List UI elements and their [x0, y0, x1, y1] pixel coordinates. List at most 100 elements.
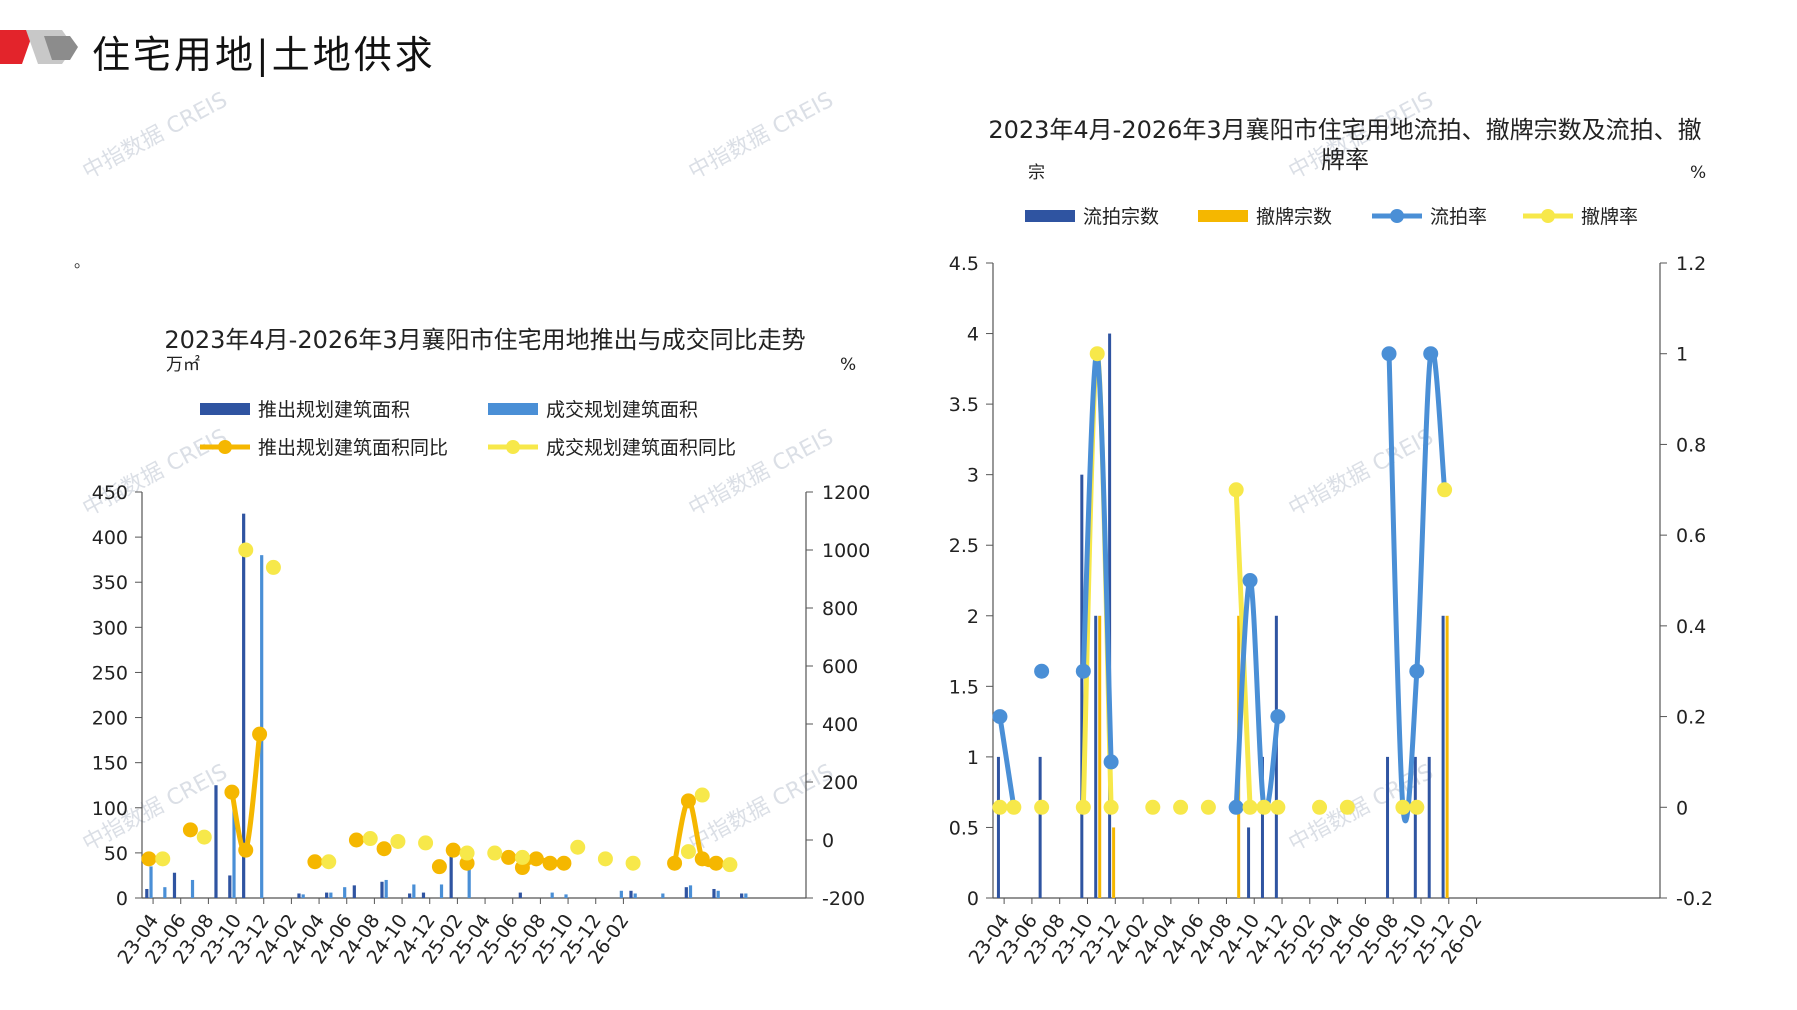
point-launch-yoy — [501, 849, 517, 865]
bar-deal-area — [688, 885, 693, 898]
point-withdrawn-rate — [1145, 799, 1161, 815]
chart-title: 2023年4月-2026年3月襄阳市住宅用地流拍、撤牌宗数及流拍、撤 — [988, 116, 1701, 144]
bar-failed-count — [1386, 756, 1390, 898]
line-launch-yoy — [672, 798, 717, 868]
chart-title: 牌率 — [1321, 146, 1369, 174]
legend-swatch — [1390, 209, 1404, 223]
point-withdrawn-rate — [1339, 799, 1355, 815]
legend-label: 撤牌宗数 — [1256, 206, 1332, 228]
line-failed-rate — [1233, 577, 1281, 814]
bar-failed-count — [1274, 615, 1278, 898]
bar-deal-area — [467, 857, 471, 898]
y2-tick-label: 0 — [822, 830, 834, 852]
bar-deal-area — [343, 887, 347, 898]
y-tick-label: 50 — [104, 843, 128, 865]
bar-deal-area — [260, 555, 264, 898]
point-failed-rate — [1103, 754, 1119, 770]
point-deal-yoy — [570, 839, 586, 855]
y-tick-label: 0 — [116, 888, 128, 910]
bar-deal-area — [744, 893, 748, 898]
point-launch-yoy — [182, 822, 198, 838]
bar-deal-area — [301, 894, 305, 898]
bar-launch-area — [712, 888, 716, 898]
bar-deal-area — [232, 800, 236, 898]
bar-failed-count — [1080, 474, 1084, 898]
legend-label: 推出规划建筑面积 — [258, 399, 410, 421]
bar-failed-count — [1260, 756, 1264, 898]
chart-title: 2023年4月-2026年3月襄阳市住宅用地推出与成交同比走势 — [164, 326, 805, 354]
point-withdrawn-rate — [1173, 799, 1189, 815]
legend-swatch — [200, 403, 250, 415]
bar-failed-count — [1413, 756, 1417, 898]
bar-withdrawn-count — [1098, 615, 1102, 898]
bar-launch-area — [228, 875, 232, 898]
point-failed-rate — [1075, 663, 1091, 679]
y-tick-label: 100 — [92, 798, 128, 820]
point-launch-yoy — [307, 854, 323, 870]
y-tick-label: 4.5 — [949, 253, 979, 275]
point-withdrawn-rate — [1242, 799, 1258, 815]
y-tick-label: 2.5 — [949, 535, 979, 557]
point-withdrawn-rate — [992, 799, 1008, 815]
point-deal-yoy — [694, 787, 710, 803]
point-withdrawn-rate — [1437, 482, 1453, 498]
point-deal-yoy — [362, 831, 378, 847]
y2-tick-label: 1200 — [822, 482, 870, 504]
y-tick-label: 150 — [92, 753, 128, 775]
bar-launch-area — [380, 881, 384, 898]
y-tick-label: 1.5 — [949, 676, 979, 698]
point-deal-yoy — [155, 851, 171, 867]
y-axis-unit-left: 宗 — [1028, 163, 1045, 183]
y-tick-label: 1 — [967, 747, 979, 769]
y2-tick-label: 0.2 — [1676, 707, 1706, 729]
point-deal-yoy — [487, 845, 503, 861]
bar-launch-area — [421, 892, 426, 898]
y2-tick-label: -0.2 — [1676, 888, 1713, 910]
point-withdrawn-rate — [1103, 799, 1119, 815]
line-failed-rate — [1386, 347, 1448, 824]
bar-deal-area — [619, 890, 623, 898]
point-failed-rate — [1409, 663, 1425, 679]
header — [0, 22, 700, 78]
y-tick-label: 4 — [967, 324, 979, 346]
point-failed-rate — [1381, 346, 1397, 362]
y2-tick-label: 800 — [822, 598, 858, 620]
legend-label: 推出规划建筑面积同比 — [258, 437, 448, 459]
point-launch-yoy — [376, 841, 392, 857]
point-withdrawn-rate — [1075, 799, 1091, 815]
point-launch-yoy — [445, 842, 461, 858]
bar-failed-count — [1247, 827, 1251, 898]
bar-deal-area — [439, 884, 444, 898]
point-deal-yoy — [459, 845, 475, 861]
point-launch-yoy — [708, 855, 724, 871]
y-tick-label: 2 — [967, 606, 979, 628]
point-withdrawn-rate — [1256, 799, 1272, 815]
point-deal-yoy — [625, 855, 641, 871]
point-withdrawn-rate — [1006, 799, 1022, 815]
y2-tick-label: -200 — [822, 888, 865, 910]
bar-launch-area — [449, 848, 453, 898]
point-deal-yoy — [722, 857, 738, 873]
point-deal-yoy — [680, 844, 696, 860]
legend-swatch — [506, 440, 520, 454]
bar-deal-area — [329, 892, 333, 898]
bar-failed-count — [1427, 756, 1431, 898]
point-failed-rate — [1242, 573, 1258, 588]
y2-tick-label: 0 — [1676, 797, 1688, 819]
bar-launch-area — [297, 893, 301, 898]
point-launch-yoy — [238, 842, 254, 858]
point-deal-yoy — [597, 851, 613, 867]
bar-deal-area — [564, 894, 568, 898]
point-launch-yoy — [528, 851, 544, 867]
point-launch-yoy — [556, 855, 572, 871]
point-failed-rate — [1270, 709, 1286, 725]
y-tick-label: 3.5 — [949, 394, 979, 416]
bar-launch-area — [172, 872, 177, 898]
point-deal-yoy — [196, 829, 212, 845]
point-launch-yoy — [224, 784, 240, 800]
legend-label: 撤牌率 — [1581, 206, 1638, 228]
y2-tick-label: 1.2 — [1676, 253, 1706, 275]
y2-tick-label: 400 — [822, 714, 858, 736]
legend-label: 流拍宗数 — [1083, 206, 1159, 228]
